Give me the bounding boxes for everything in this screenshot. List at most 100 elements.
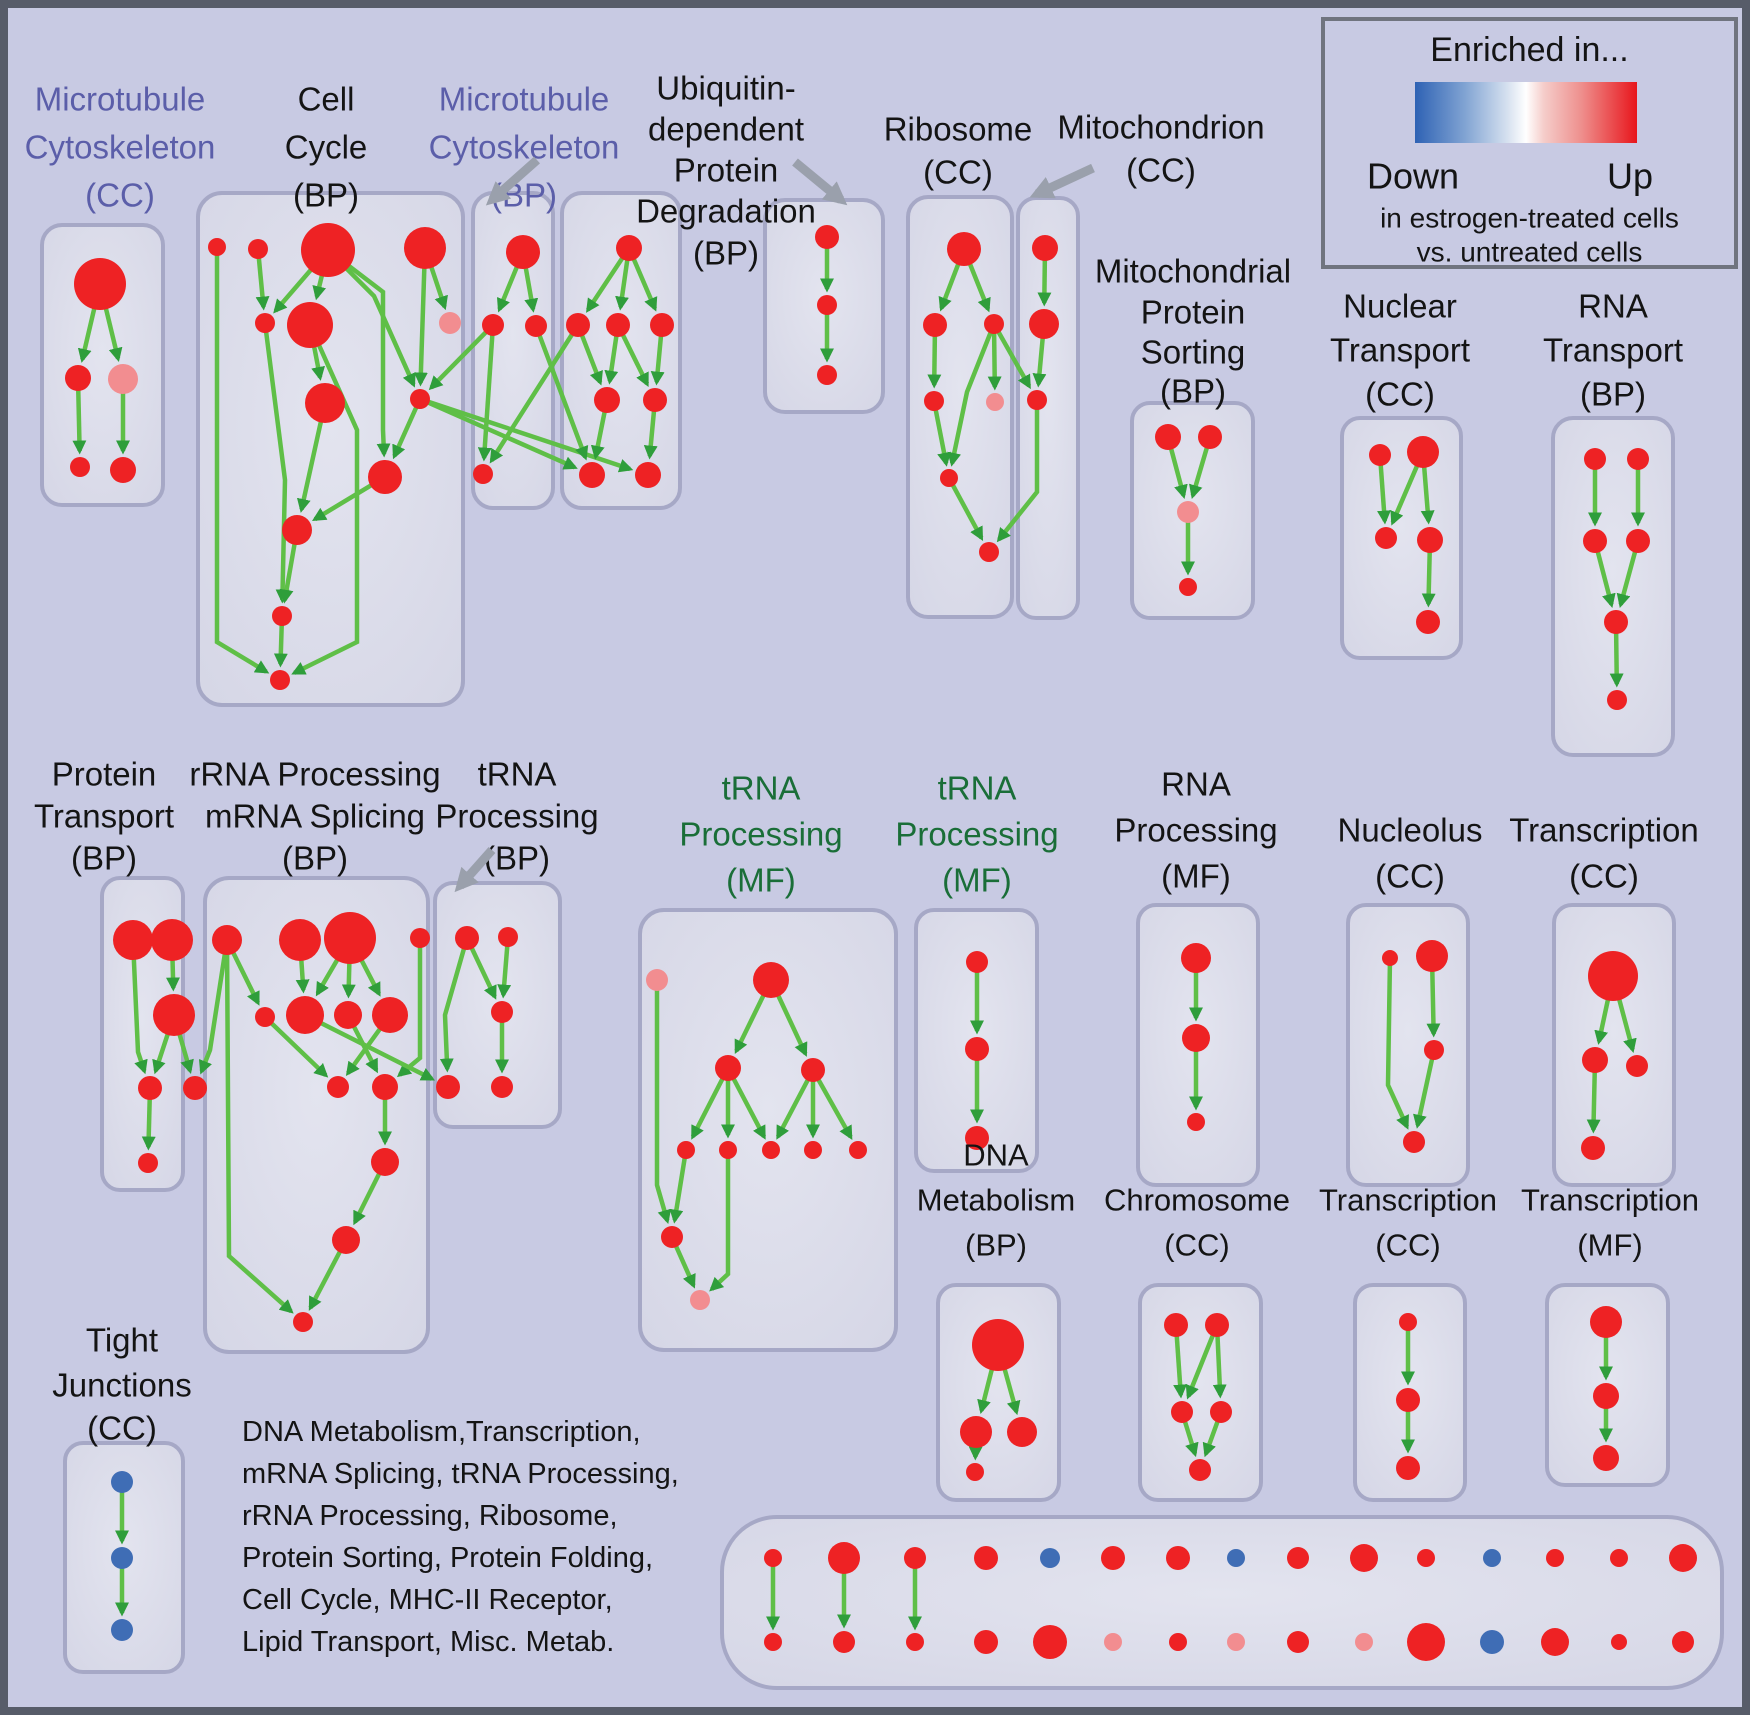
go-term-node-bb5-red	[1033, 1625, 1067, 1659]
go-term-node-pt6-red	[138, 1153, 158, 1173]
go-term-node-bt10-red	[1350, 1544, 1378, 1572]
edge-cc8-ubb1	[419, 396, 578, 470]
go-term-node-tf2-red	[1593, 1383, 1619, 1409]
go-term-node-dm3-red	[1007, 1417, 1037, 1447]
go-term-node-bb7-red	[1169, 1633, 1187, 1651]
edge-rb6-rb7	[947, 476, 984, 541]
go-term-node-bt12-blue	[1483, 1549, 1501, 1567]
go-term-node-pt2-red	[151, 919, 193, 961]
go-term-node-uq1-red	[815, 225, 839, 249]
cluster-box-trna-processing-mf-1	[638, 908, 898, 1352]
cluster-box-nuclear-transport-cc	[1340, 416, 1463, 660]
cluster-box-chromosome-cc	[1138, 1283, 1263, 1502]
go-term-node-ub0-red	[616, 235, 642, 261]
go-term-node-nc2-red	[1416, 940, 1448, 972]
edge-rb3-mt3	[992, 322, 1032, 390]
go-term-node-ccB-red	[282, 515, 312, 545]
go-term-node-pt4-red	[138, 1076, 162, 1100]
edge-cc6-ccD	[291, 324, 360, 675]
go-term-node-pt5-red	[183, 1076, 207, 1100]
go-term-node-cc2-red	[248, 239, 268, 259]
go-term-node-tb3-red	[491, 1001, 513, 1023]
microtubule-cytoskeleton-cc-label-line2: Cytoskeleton	[25, 129, 216, 166]
go-term-node-tn2-red	[965, 1037, 989, 1061]
edge-nt1-nt3	[1377, 454, 1391, 525]
go-term-node-rp1-red	[1181, 943, 1211, 973]
cell-cycle-bp-label-line1: Cell	[298, 81, 355, 118]
go-term-node-tn3-red	[965, 1126, 989, 1150]
go-term-node-cc8-red	[410, 389, 430, 409]
go-term-node-tb4-red	[436, 1075, 460, 1099]
edge-tm1-tm10	[654, 980, 672, 1225]
go-term-node-ubm2-red	[643, 388, 667, 412]
edge-cc8-ccA	[392, 398, 423, 460]
go-term-node-bb6-pink	[1104, 1633, 1122, 1651]
label-pointer-arrow-1	[485, 156, 540, 206]
mixed-terms-note-line4: Protein Sorting, Protein Folding,	[242, 1542, 653, 1574]
go-term-node-rp2-red	[1182, 1024, 1210, 1052]
rna-transport-bp-label-line1: RNA	[1578, 288, 1648, 325]
go-term-node-rr7-red	[334, 1001, 362, 1029]
tight-junctions-cc-label-line1: Tight	[86, 1322, 158, 1359]
go-term-node-uq2-red	[817, 295, 837, 315]
go-term-node-bb3-red	[906, 1633, 924, 1651]
go-term-node-tc4-red	[1581, 1136, 1605, 1160]
go-term-node-pt3-red	[153, 994, 195, 1036]
go-term-node-tq1-red	[1399, 1313, 1417, 1331]
go-term-node-tq3-red	[1396, 1456, 1420, 1480]
mitochondrial-protein-sorting-bp-label-line1: Mitochondrial	[1095, 253, 1291, 290]
go-term-node-cc3-red	[301, 223, 355, 277]
go-term-node-ch4-red	[1210, 1401, 1232, 1423]
transcription-cc-mid-label-line1: Transcription	[1509, 812, 1699, 849]
transcription-mf-label-line1: Transcription	[1521, 1183, 1699, 1218]
go-term-node-rr4-red	[410, 928, 430, 948]
go-term-node-mp1-red	[1155, 424, 1181, 450]
edge-mt3-rb7	[996, 400, 1040, 543]
edge-cc5-ccC	[262, 322, 290, 604]
dna-metabolism-bp-label-line3: (BP)	[965, 1228, 1027, 1263]
go-term-node-ch1-red	[1164, 1313, 1188, 1337]
trna-processing-mf-1-label-line3: (MF)	[726, 862, 796, 899]
go-term-node-bb4-red	[974, 1630, 998, 1654]
go-term-node-rp3-red	[1187, 1113, 1205, 1131]
cluster-box-microtubule-cytoskeleton-cc	[40, 223, 165, 507]
go-term-node-rr1-red	[212, 925, 242, 955]
go-term-node-rr11-red	[371, 1148, 399, 1176]
transcription-cc-bottom-label-line1: Transcription	[1319, 1183, 1497, 1218]
go-term-node-tj2-blue	[111, 1547, 133, 1569]
edge-ch2-ch3	[1185, 1324, 1220, 1400]
mitochondrion-cc-label-line1: Mitochondrion	[1057, 109, 1264, 146]
protein-transport-bp-label-line2: Transport	[34, 798, 174, 835]
rna-processing-mf-label-line3: (MF)	[1161, 858, 1231, 895]
edge-tb1-tb4	[439, 937, 470, 1073]
mitochondrial-protein-sorting-bp-label-line2: Protein	[1141, 294, 1246, 331]
rna-transport-bp-label-line2: Transport	[1543, 332, 1683, 369]
chromosome-cc-label-line1: Chromosome	[1104, 1183, 1290, 1218]
edge-rr4-rr10	[396, 938, 423, 1078]
trna-processing-bp-label-line2: Processing	[435, 798, 598, 835]
mitochondrion-cc-label-line2: (CC)	[1126, 152, 1196, 189]
go-term-node-ch3-red	[1171, 1401, 1193, 1423]
go-term-node-rr6-red	[286, 996, 324, 1034]
edge-tm5-tm10	[669, 1149, 689, 1224]
go-term-node-bt2-red	[828, 1542, 860, 1574]
go-term-node-nt5-red	[1416, 610, 1440, 634]
go-term-node-ccA-red	[368, 460, 402, 494]
go-term-node-rr9-red	[327, 1076, 349, 1098]
go-term-node-tm11-pink	[690, 1290, 710, 1310]
go-term-node-cc6-red	[287, 302, 333, 348]
edge-cc1-ccD	[214, 247, 270, 674]
go-term-node-tc1-red	[1588, 951, 1638, 1001]
go-term-node-bb11-red	[1407, 1623, 1445, 1661]
go-term-node-rt1-red	[1584, 448, 1606, 470]
edge-tm4-tm9	[811, 1068, 853, 1140]
edge-rr5-rr9	[263, 1015, 329, 1078]
edge-tm6-tm11	[709, 1150, 731, 1292]
go-term-node-nc1-red	[1382, 950, 1398, 966]
go-term-node-mcc4-red	[70, 457, 90, 477]
ribosome-cc-label-line2: (CC)	[923, 154, 993, 191]
go-term-node-ch2-red	[1205, 1313, 1229, 1337]
go-term-node-bb8-pink	[1227, 1633, 1245, 1651]
go-term-node-tm2-red	[753, 962, 789, 998]
